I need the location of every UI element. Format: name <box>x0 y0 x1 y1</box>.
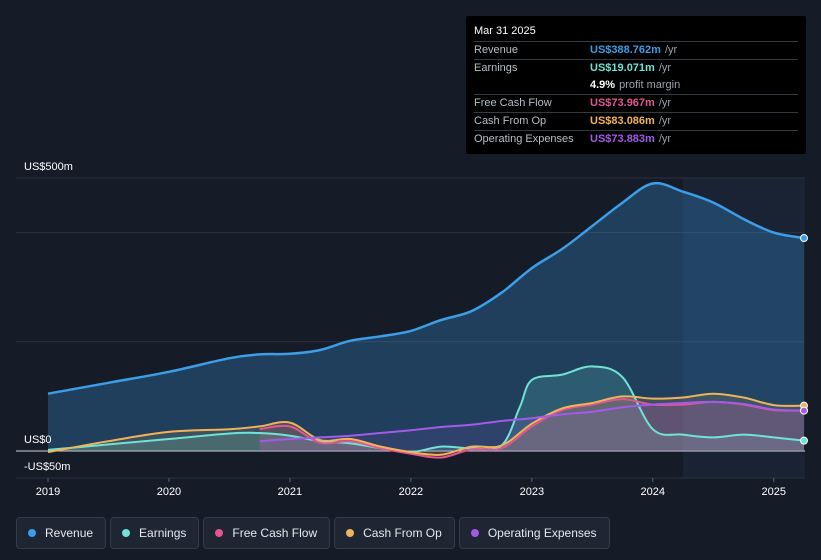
legend-label: Cash From Op <box>363 526 442 540</box>
tooltip-row-value: US$83.086m <box>590 115 655 127</box>
x-tick-label: 2022 <box>399 486 423 498</box>
legend-item-cash-from-op[interactable]: Cash From Op <box>334 517 455 549</box>
tooltip-row-label: Operating Expenses <box>474 133 574 145</box>
gridlines <box>16 177 805 479</box>
tooltip-row-label: Earnings <box>474 62 518 74</box>
x-tick-label: 2023 <box>520 486 544 498</box>
tooltip-row-unit: /yr <box>658 97 672 109</box>
legend-label: Free Cash Flow <box>232 526 318 540</box>
legend-label: Earnings <box>139 526 187 540</box>
line-revenue <box>47 181 805 395</box>
legend-dot-icon <box>470 529 479 537</box>
tooltip-row-label: Free Cash Flow <box>474 97 552 109</box>
series-lines <box>47 181 805 459</box>
line-operating-expenses <box>259 400 805 443</box>
tooltip-row: Revenue US$388.762m/yr <box>474 41 798 59</box>
area-free-cash-flow <box>259 399 804 458</box>
tooltip-rows: Revenue US$388.762m/yr Earnings US$19.071m /… <box>474 41 798 148</box>
legend-item-operating-expenses[interactable]: Operating Expenses <box>458 517 610 549</box>
tooltip-row-unit: /yr <box>658 133 672 145</box>
tooltip-row-label: Cash From Op <box>474 115 547 127</box>
tooltip-row: Earnings US$19.071m/yr <box>474 59 798 77</box>
x-tick-label: 2020 <box>157 486 181 498</box>
end-marker-earnings <box>800 436 808 445</box>
tooltip-row: Cash From Op US$83.086m/yr <box>474 112 798 130</box>
end-marker-revenue <box>800 234 808 243</box>
tooltip-row-unit: /yr <box>658 115 672 127</box>
y-tick-label: -US$50m <box>24 461 70 473</box>
legend-dot-icon <box>215 529 224 537</box>
x-tick-label: 2025 <box>762 486 786 498</box>
y-tick-label: US$0 <box>24 434 52 446</box>
legend-item-revenue[interactable]: Revenue <box>16 517 107 549</box>
tooltip-row-value: US$19.071m <box>590 62 655 74</box>
x-axis-ticks: 2019 2020 2021 2022 2023 2024 2025 <box>36 478 786 498</box>
tooltip-row-value: US$73.883m <box>590 133 655 145</box>
legend-dot-icon <box>122 529 131 537</box>
tooltip-row-label <box>474 77 590 94</box>
tooltip-row-value: US$73.967m <box>590 97 655 109</box>
legend-label: Operating Expenses <box>487 526 597 540</box>
tooltip-panel: Mar 31 2025 Revenue US$388.762m/yr Earning… <box>466 16 806 154</box>
series-areas <box>48 183 804 458</box>
tooltip-row-value: US$388.762m <box>590 44 661 56</box>
tooltip-row: Operating Expenses US$73.883m/yr <box>474 130 798 148</box>
x-tick-label: 2024 <box>641 486 665 498</box>
series-end-markers <box>800 234 808 445</box>
y-tick-label: US$500m <box>24 161 73 173</box>
area-revenue <box>48 183 804 452</box>
legend-dot-icon <box>346 529 355 537</box>
x-tick-label: 2021 <box>278 486 302 498</box>
tooltip-row-unit: profit margin <box>619 79 681 91</box>
tooltip-date: Mar 31 2025 <box>474 25 536 37</box>
line-cash-from-op <box>47 392 805 456</box>
tooltip-row-value: 4.9% <box>590 79 616 91</box>
legend-item-free-cash-flow[interactable]: Free Cash Flow <box>203 517 331 549</box>
legend-label: Revenue <box>45 526 94 540</box>
legend-dot-icon <box>28 529 36 537</box>
x-tick-label: 2019 <box>36 486 60 498</box>
end-marker-operating-expenses <box>800 406 808 415</box>
legend: Revenue Earnings Free Cash Flow Cash From O… <box>16 517 614 549</box>
area-earnings <box>48 366 804 453</box>
forecast-region <box>683 178 805 478</box>
tooltip-row: 4.9% profit margin <box>474 77 798 94</box>
tooltip-row: Free Cash Flow US$73.967m/yr <box>474 94 798 112</box>
tooltip-row-unit: /yr <box>658 62 672 74</box>
legend-item-earnings[interactable]: Earnings <box>110 517 200 549</box>
tooltip-row-unit: /yr <box>664 44 678 56</box>
tooltip-row-label: Revenue <box>474 44 519 56</box>
